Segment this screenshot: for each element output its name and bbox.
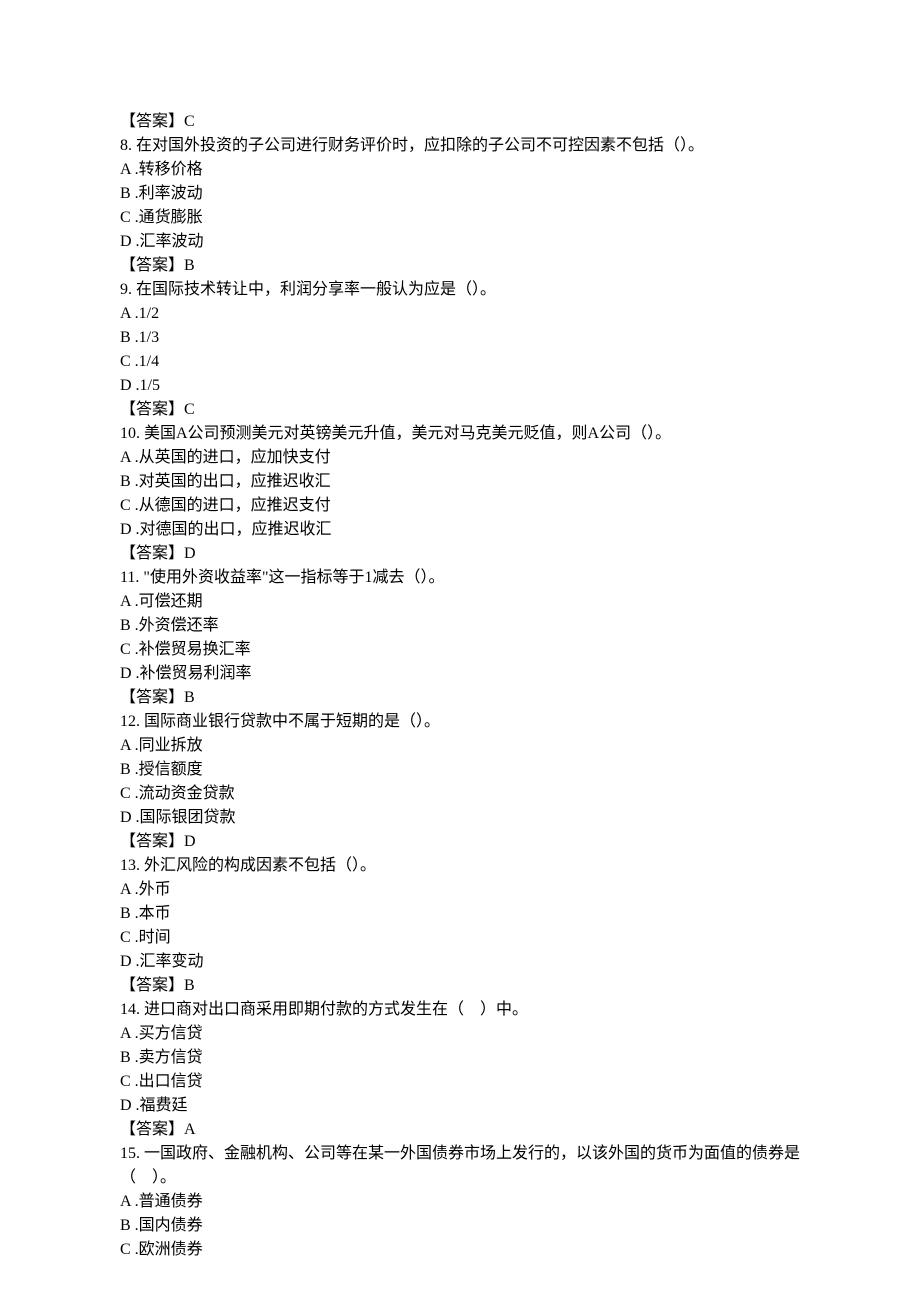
question-option: C .通货膨胀 [120, 206, 800, 230]
question-stem: 10. 美国A公司预测美元对英镑美元升值，美元对马克美元贬值，则A公司（）。 [120, 422, 800, 446]
question-option: D .国际银团贷款 [120, 806, 800, 830]
question-stem: 14. 进口商对出口商采用即期付款的方式发生在（ ）中。 [120, 998, 800, 1022]
question-stem: 11. "使用外资收益率"这一指标等于1减去（）。 [120, 566, 800, 590]
answer-line: 【答案】B [120, 254, 800, 278]
answer-line: 【答案】B [120, 974, 800, 998]
question-option: C .出口信贷 [120, 1070, 800, 1094]
question-option: B .对英国的出口，应推迟收汇 [120, 470, 800, 494]
question-option: B .1/3 [120, 326, 800, 350]
question-option: A .买方信贷 [120, 1022, 800, 1046]
question-option: D .对德国的出口，应推迟收汇 [120, 518, 800, 542]
question-option: B .卖方信贷 [120, 1046, 800, 1070]
question-option: A .1/2 [120, 302, 800, 326]
question-option: A .外币 [120, 878, 800, 902]
question-option: C .补偿贸易换汇率 [120, 638, 800, 662]
question-option: D .汇率变动 [120, 950, 800, 974]
question-option: A .同业拆放 [120, 734, 800, 758]
question-option: D .1/5 [120, 374, 800, 398]
question-stem: 15. 一国政府、金融机构、公司等在某一外国债券市场上发行的，以该外国的货币为面… [120, 1142, 800, 1190]
question-option: C .从德国的进口，应推迟支付 [120, 494, 800, 518]
question-option: C .1/4 [120, 350, 800, 374]
question-option: B .利率波动 [120, 182, 800, 206]
question-option: A .普通债券 [120, 1190, 800, 1214]
question-option: A .可偿还期 [120, 590, 800, 614]
question-stem: 9. 在国际技术转让中，利润分享率一般认为应是（）。 [120, 278, 800, 302]
question-option: D .补偿贸易利润率 [120, 662, 800, 686]
question-option: C .流动资金贷款 [120, 782, 800, 806]
question-stem: 8. 在对国外投资的子公司进行财务评价时，应扣除的子公司不可控因素不包括（）。 [120, 134, 800, 158]
question-stem: 12. 国际商业银行贷款中不属于短期的是（）。 [120, 710, 800, 734]
question-option: B .本币 [120, 902, 800, 926]
question-option: D .福费廷 [120, 1094, 800, 1118]
question-option: A .从英国的进口，应加快支付 [120, 446, 800, 470]
question-option: C .时间 [120, 926, 800, 950]
question-option: B .外资偿还率 [120, 614, 800, 638]
answer-line: 【答案】D [120, 542, 800, 566]
answer-line: 【答案】C [120, 398, 800, 422]
question-stem: 13. 外汇风险的构成因素不包括（）。 [120, 854, 800, 878]
question-option: A .转移价格 [120, 158, 800, 182]
question-option: B .授信额度 [120, 758, 800, 782]
answer-line: 【答案】B [120, 686, 800, 710]
answer-line: 【答案】A [120, 1118, 800, 1142]
answer-line: 【答案】D [120, 830, 800, 854]
question-option: B .国内债券 [120, 1214, 800, 1238]
question-option: C .欧洲债券 [120, 1238, 800, 1262]
answer-line: 【答案】C [120, 110, 800, 134]
question-option: D .汇率波动 [120, 230, 800, 254]
